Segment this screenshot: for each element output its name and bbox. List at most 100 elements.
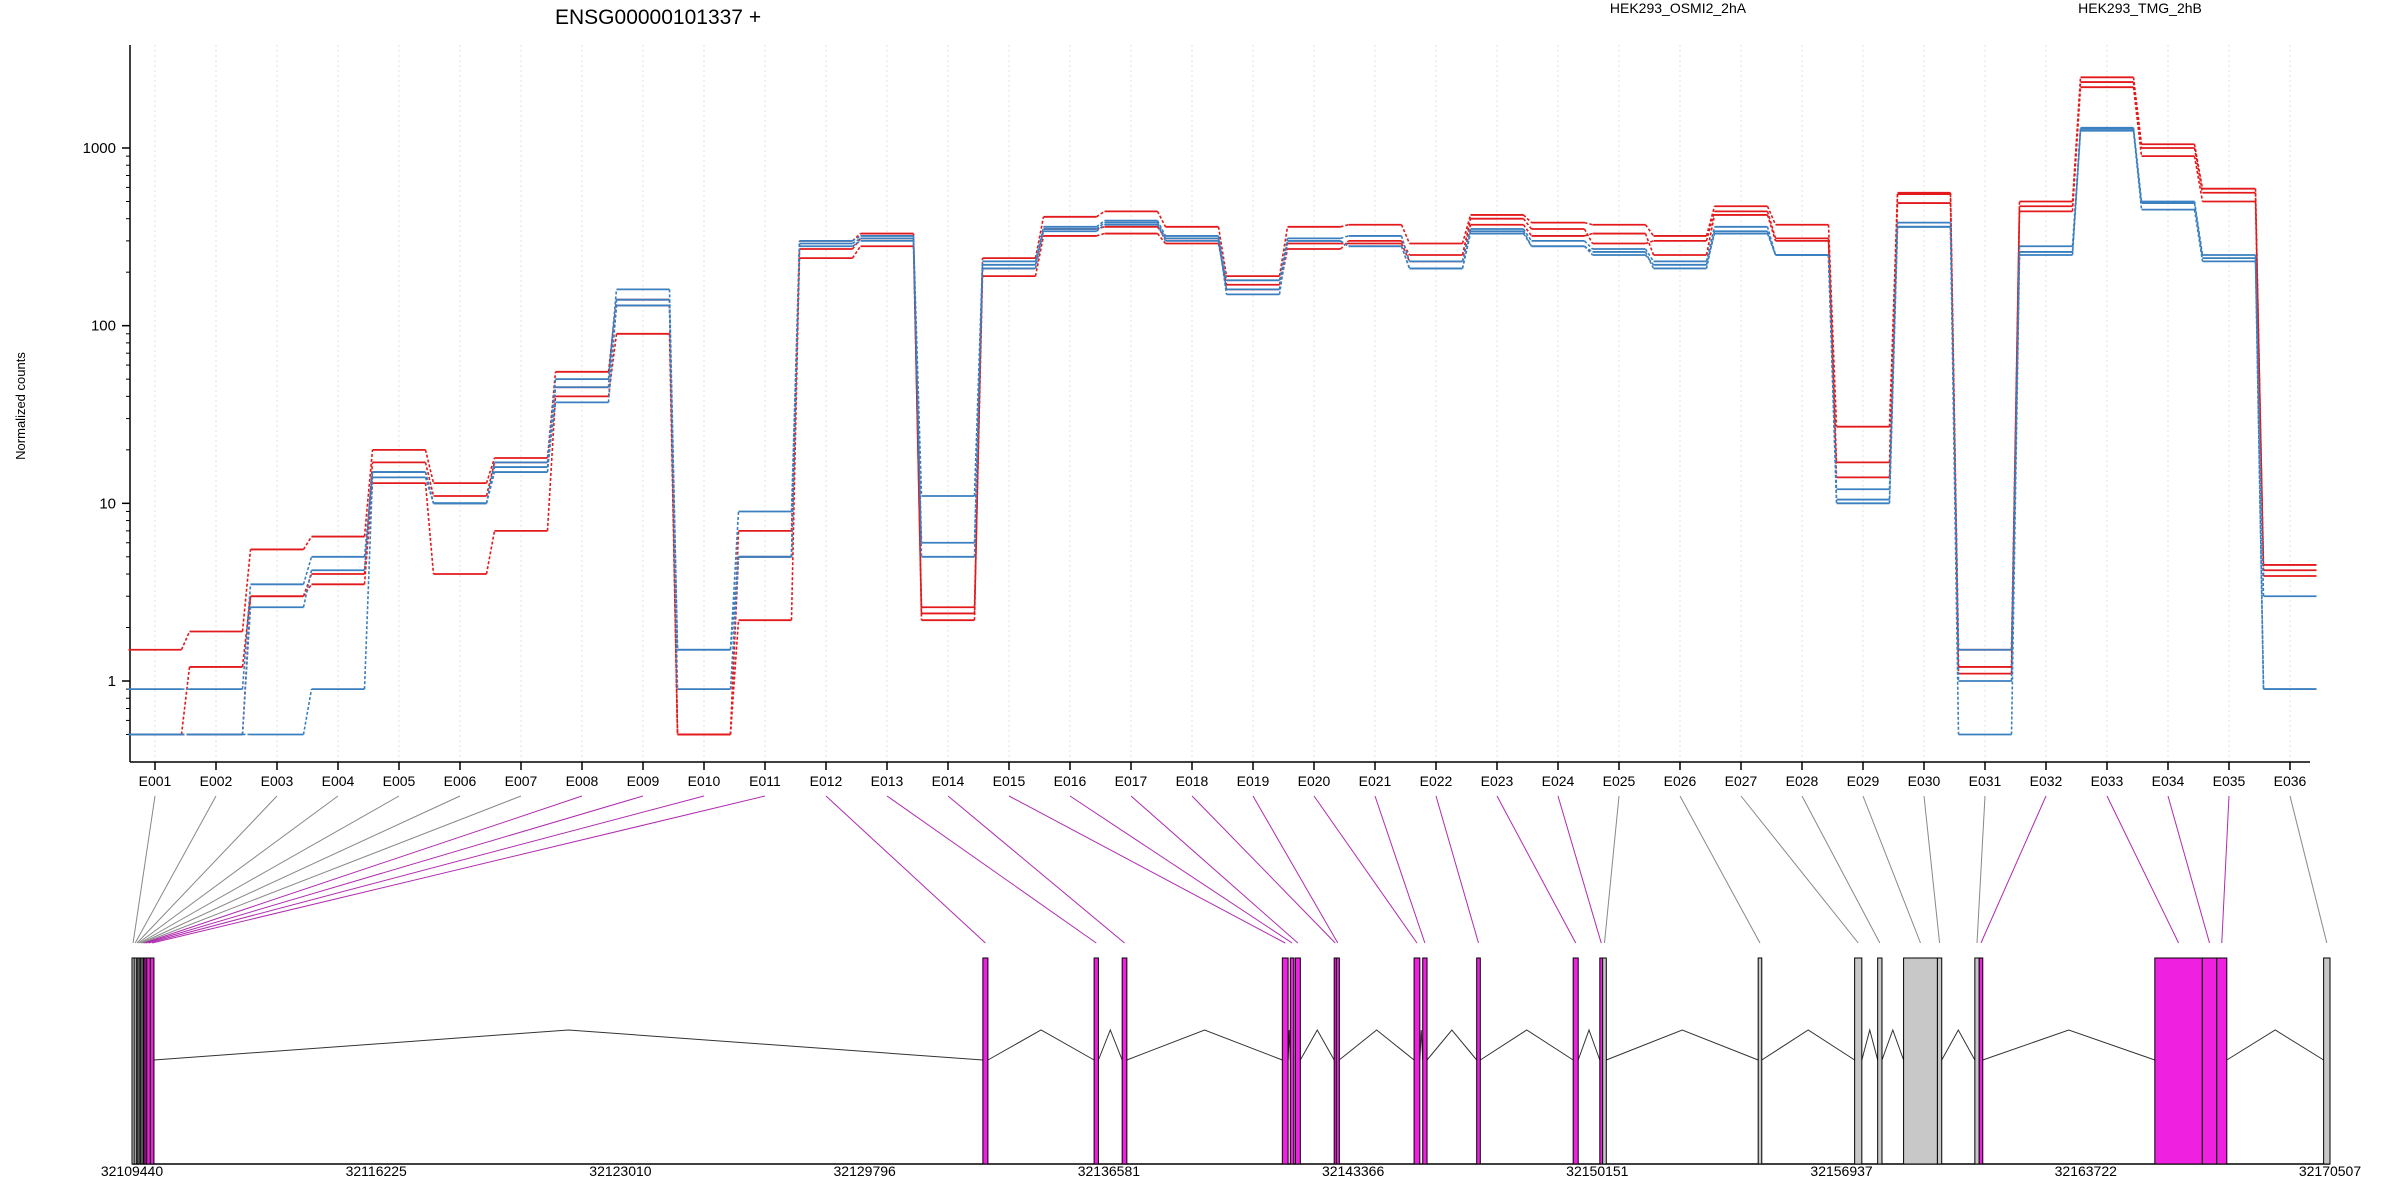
y-tick-label: 1 (108, 673, 116, 690)
x-tick-label-e011: E011 (749, 773, 781, 789)
data-connector (2193, 155, 2204, 202)
data-connector (546, 396, 557, 531)
data-connector (1827, 224, 1838, 427)
data-connector (2010, 251, 2021, 682)
data-connector (424, 477, 435, 504)
x-tick-label-e035: E035 (2213, 773, 2246, 789)
data-connector (607, 305, 618, 403)
data-connector (485, 530, 496, 575)
data-connector (1096, 220, 1105, 228)
exon-connector-e035 (2221, 795, 2230, 944)
genome-coordinate-label: 32129796 (834, 1163, 897, 1179)
series-layer (128, 76, 2317, 736)
data-connector (485, 466, 496, 504)
x-tick-label-e010: E010 (688, 773, 721, 789)
intron-line (1861, 1028, 1879, 1061)
data-connector (973, 268, 984, 557)
exon-box-e035 (2216, 957, 2228, 1165)
data-connector (1217, 238, 1228, 295)
x-tick-label-e001: E001 (139, 773, 172, 789)
data-connector (2071, 128, 2082, 252)
genome-coordinate-label: 32116225 (346, 1163, 407, 1179)
exon-box-e012 (982, 957, 989, 1165)
data-connector (1644, 248, 1655, 262)
exon-connector-e011 (152, 795, 766, 944)
x-tick-label-e002: E002 (200, 773, 233, 789)
data-connector (2193, 147, 2204, 193)
data-connector (363, 483, 374, 585)
x-tick-label-e016: E016 (1054, 773, 1087, 789)
intron-line (1097, 1028, 1123, 1061)
series-1 (128, 86, 2317, 736)
exon-box-e011 (149, 957, 155, 1165)
intron-line (1126, 1029, 1283, 1061)
x-tick-label-e032: E032 (2030, 773, 2063, 789)
exon-connector-e019 (1252, 795, 1339, 944)
intron-line (2226, 1029, 2324, 1061)
data-connector (424, 462, 435, 497)
genome-coordinate-label: 32156937 (1810, 1163, 1873, 1179)
exon-connector-e031 (1976, 795, 1986, 944)
data-connector (1400, 240, 1411, 256)
data-connector (1827, 240, 1838, 478)
y-axis-label: Normalized counts (13, 352, 28, 460)
exon-connector-e010 (148, 795, 705, 944)
data-connector (485, 462, 496, 497)
exon-connector-e012 (825, 795, 986, 944)
y-tick-label: 10 (99, 495, 116, 512)
data-connector (302, 688, 313, 735)
data-connector (1034, 226, 1045, 262)
data-connector (1400, 245, 1411, 269)
data-connector (363, 449, 374, 537)
data-connector (2254, 192, 2265, 577)
x-tick-label-e003: E003 (261, 773, 294, 789)
exon-box-e034 (2201, 957, 2218, 1165)
data-connector (1217, 226, 1228, 277)
exon-connector-e007 (142, 795, 522, 944)
exon-box-e031 (1974, 957, 1980, 1165)
data-connector (1705, 206, 1716, 237)
data-connector (1461, 231, 1472, 269)
intron-line (987, 1029, 1095, 1061)
exon-connector-e004 (138, 795, 339, 944)
exon-box-e023 (1572, 957, 1579, 1165)
y-tick-label: 100 (91, 318, 116, 335)
exon-connector-e029 (1862, 795, 1921, 944)
exon-box-e036 (2323, 957, 2331, 1165)
x-tick-label-e025: E025 (1603, 773, 1636, 789)
data-connector (1095, 224, 1106, 232)
data-connector (1583, 228, 1594, 244)
data-connector (1278, 238, 1289, 281)
x-tick-label-e020: E020 (1298, 773, 1331, 789)
series-5 (128, 128, 2317, 736)
data-connector (1766, 205, 1777, 226)
data-connector (302, 570, 313, 608)
genome-coordinate-label: 32109440 (101, 1163, 164, 1179)
data-connector (1766, 233, 1777, 256)
exon-connector-e005 (139, 795, 400, 944)
exon-connector-e030 (1923, 795, 1941, 944)
exon-connector-e023 (1496, 795, 1577, 944)
data-connector (668, 305, 679, 650)
x-tick-label-e017: E017 (1115, 773, 1148, 789)
data-connector (363, 471, 374, 571)
x-tick-label-e021: E021 (1359, 773, 1392, 789)
y-tick-label: 1000 (83, 140, 116, 157)
exon-connector-e016 (1069, 795, 1293, 944)
exon-connector-e028 (1801, 795, 1881, 944)
data-connector (729, 620, 740, 735)
x-tick-label-e015: E015 (993, 773, 1026, 789)
data-connector (180, 631, 191, 651)
exon-connector-e009 (145, 795, 644, 944)
x-tick-label-e027: E027 (1725, 773, 1758, 789)
exon-box-e029 (1903, 957, 1938, 1165)
series-4 (128, 129, 2317, 736)
data-connector (1096, 222, 1105, 230)
x-tick-label-e005: E005 (383, 773, 416, 789)
axis-layer: 1 10 100 1000 E001 E002 E003 E004 E005 E006 E007 E0… (83, 45, 2310, 789)
data-connector (424, 449, 435, 484)
exon-connector-e026 (1679, 795, 1761, 944)
exon-box-e013 (1093, 957, 1099, 1165)
exon-connector-e032 (1980, 795, 2047, 944)
intron-line (153, 1029, 983, 1061)
